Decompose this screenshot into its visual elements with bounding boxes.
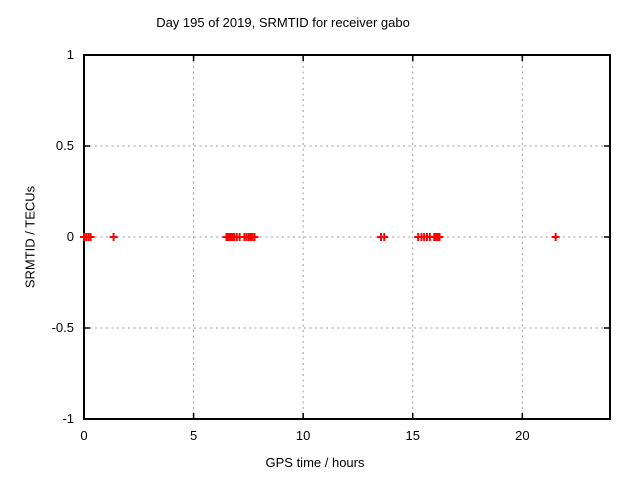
x-axis-label: GPS time / hours [265,455,365,470]
y-tick-label: 0 [66,229,74,244]
y-tick-label: -1 [62,411,74,426]
y-tick-label: 1 [66,47,74,62]
chart-title: Day 195 of 2019, SRMTID for receiver gab… [156,15,410,30]
x-tick-label: 10 [295,428,311,443]
x-tick-label: 5 [189,428,198,443]
x-tick-label: 20 [515,428,530,443]
data-point-marker [86,233,95,241]
data-point-marker [250,233,259,241]
data-point-marker [551,233,560,241]
x-tick-label: 15 [405,428,420,443]
data-point-marker [380,233,389,241]
x-tick-label: 0 [80,428,88,443]
data-point-marker [435,233,444,241]
y-tick-label: -0.5 [51,320,74,335]
data-point-marker [109,233,118,241]
y-tick-label: 0.5 [55,138,74,153]
